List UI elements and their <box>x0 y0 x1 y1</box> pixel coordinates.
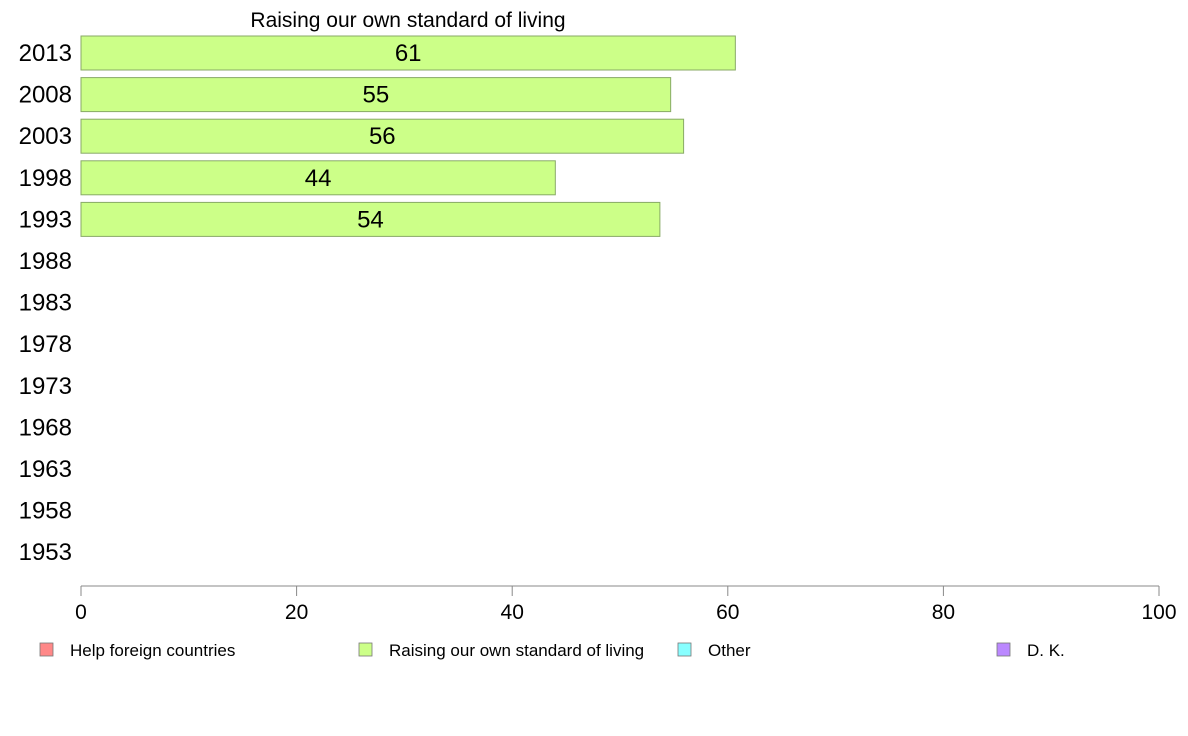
chart-title: Raising our own standard of living <box>250 9 565 32</box>
year-label: 1958 <box>19 498 72 525</box>
year-label: 1978 <box>19 331 72 358</box>
year-label: 1983 <box>19 290 72 317</box>
year-label: 2003 <box>19 123 72 150</box>
legend-swatch <box>39 642 54 657</box>
x-tick-label: 100 <box>1141 601 1176 624</box>
bar-2008 <box>80 77 672 113</box>
legend-swatch <box>677 642 692 657</box>
legend-label: Other <box>708 641 751 660</box>
data-label-2008: 55 <box>362 82 389 109</box>
bar-1998 <box>80 160 556 196</box>
year-label: 1963 <box>19 456 72 483</box>
x-tick-label: 80 <box>932 601 955 624</box>
legend-swatch <box>358 642 373 657</box>
year-label: 2008 <box>19 82 72 109</box>
legend-label: Help foreign countries <box>70 641 235 660</box>
year-label: 1968 <box>19 414 72 441</box>
data-label-1998: 44 <box>305 165 332 192</box>
bar-2003 <box>80 118 685 154</box>
x-tick-label: 40 <box>501 601 524 624</box>
year-label: 1973 <box>19 373 72 400</box>
data-label-1993: 54 <box>357 206 384 233</box>
legend-label: Raising our own standard of living <box>389 641 644 660</box>
x-axis: 0 20 40 60 80 100 <box>75 585 1177 624</box>
year-label: 1953 <box>19 539 72 566</box>
x-tick-label: 0 <box>75 601 87 624</box>
x-tick-label: 60 <box>716 601 739 624</box>
legend-swatch <box>996 642 1011 657</box>
year-label: 2013 <box>19 40 72 67</box>
year-label: 1988 <box>19 248 72 275</box>
bar-2013 <box>80 35 736 71</box>
y-axis-labels: 2013 2008 2003 1998 1993 1988 1983 1978 1973 1968… <box>19 40 72 566</box>
x-tick-label: 20 <box>285 601 308 624</box>
legend-label: D. K. <box>1027 641 1065 660</box>
data-label-2003: 56 <box>369 123 396 150</box>
data-label-2013: 61 <box>395 40 422 67</box>
year-label: 1993 <box>19 206 72 233</box>
bar-1993 <box>80 201 661 237</box>
legend: Help foreign countries Raising our own st… <box>39 641 1065 660</box>
year-label: 1998 <box>19 165 72 192</box>
